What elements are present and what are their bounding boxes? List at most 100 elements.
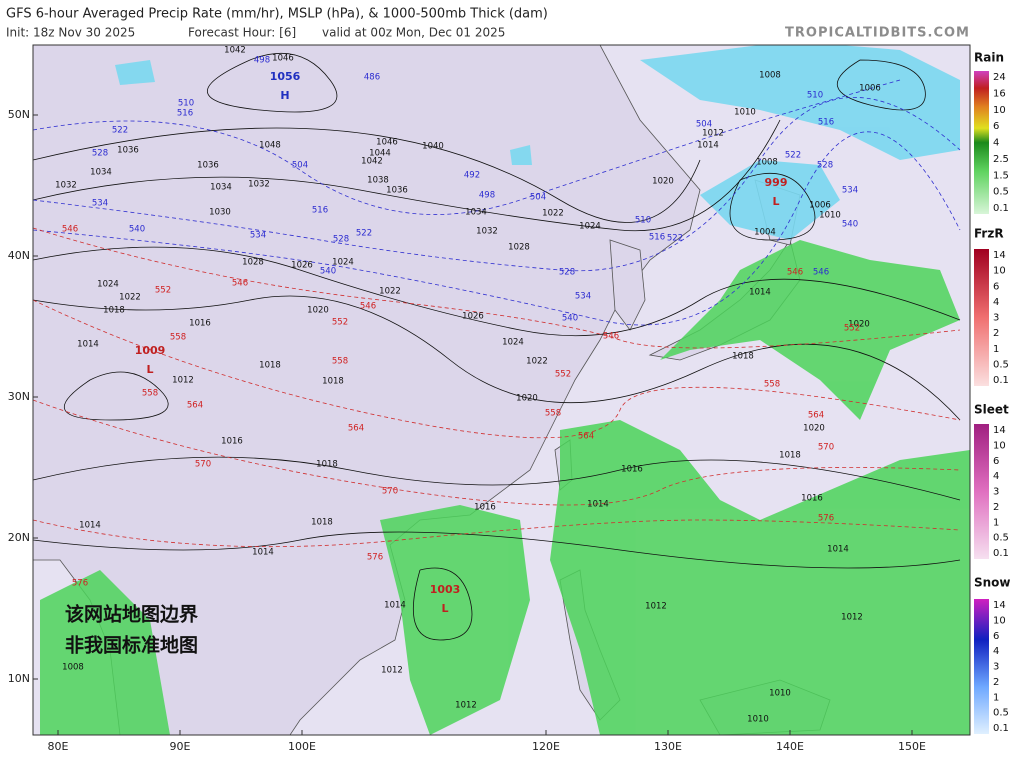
legend-label: 14 xyxy=(993,250,1006,261)
isobar-label: 1008 xyxy=(756,158,778,168)
init-time: Init: 18z Nov 30 2025 xyxy=(6,26,135,40)
isobar-label: 1012 xyxy=(455,701,477,711)
contours xyxy=(32,53,961,641)
isobar-label: 1018 xyxy=(259,361,281,371)
isobar-label: 1034 xyxy=(210,183,232,193)
legend-label: 6 xyxy=(993,456,999,467)
legend-label: 0.1 xyxy=(993,723,1009,734)
legend-label: 4 xyxy=(993,646,999,657)
isobar-label: 1022 xyxy=(542,209,564,219)
legend-label: 10 xyxy=(993,105,1006,116)
thickness-label: 570 xyxy=(195,460,211,470)
isobar-label: 1030 xyxy=(209,208,231,218)
pressure-value: 1056 xyxy=(270,70,301,83)
map-frame xyxy=(32,44,971,736)
isobar-label: 1024 xyxy=(579,222,601,232)
thickness-label: 516 xyxy=(312,206,328,216)
isobar-label: 1020 xyxy=(307,306,329,316)
thickness-label: 552 xyxy=(555,370,571,380)
isobar-label: 1042 xyxy=(361,157,383,167)
isobar-label: 1014 xyxy=(827,545,849,555)
longitude-label: 130E xyxy=(654,740,682,753)
thickness-label: 552 xyxy=(155,286,171,296)
isobar-label: 1028 xyxy=(242,258,264,268)
legend-label: 1 xyxy=(993,692,999,703)
isobar-label: 1014 xyxy=(697,141,719,151)
isobar-label: 1012 xyxy=(381,666,403,676)
thickness-label: 564 xyxy=(348,424,364,434)
isobar-label: 1004 xyxy=(754,228,776,238)
legend-label: 3 xyxy=(993,487,999,498)
thickness-label: 534 xyxy=(250,231,266,241)
isobar-label: 1016 xyxy=(221,437,243,447)
thickness-label: 504 xyxy=(696,120,712,130)
isobar-label: 1012 xyxy=(702,129,724,139)
isobar-label: 1018 xyxy=(732,352,754,362)
isobar-label: 1048 xyxy=(259,141,281,151)
isobar-label: 1024 xyxy=(97,280,119,290)
isobar-label: 1020 xyxy=(803,424,825,434)
legend-label: 2.5 xyxy=(993,154,1009,165)
latitude-label: 50N xyxy=(8,108,30,121)
longitude-label: 120E xyxy=(532,740,560,753)
map-title: GFS 6-hour Averaged Precip Rate (mm/hr),… xyxy=(6,7,548,22)
legend-label: 24 xyxy=(993,72,1006,83)
thickness-label: 504 xyxy=(530,193,546,203)
thickness-label: 528 xyxy=(559,268,575,278)
isobar-label: 1006 xyxy=(809,201,831,211)
legend-label: 3 xyxy=(993,662,999,673)
thickness-label: 492 xyxy=(464,171,480,181)
thickness-label: 522 xyxy=(356,229,372,239)
thickness-label: 558 xyxy=(170,333,186,343)
thickness-label: 510 xyxy=(635,216,651,226)
thickness-label: 522 xyxy=(667,234,683,244)
legend-label: 6 xyxy=(993,631,999,642)
legend-label: 0.1 xyxy=(993,203,1009,214)
thickness-label: 528 xyxy=(92,149,108,159)
thickness-label: 570 xyxy=(382,487,398,497)
legend-label: 1.5 xyxy=(993,170,1009,181)
thickness-label: 516 xyxy=(818,118,834,128)
thickness-label: 540 xyxy=(320,267,336,277)
thickness-label: 510 xyxy=(178,99,194,109)
isobar-label: 1026 xyxy=(291,261,313,271)
legend-label: 6 xyxy=(993,121,999,132)
latitude-label: 40N xyxy=(8,249,30,262)
isobar-label: 1012 xyxy=(645,602,667,612)
isobar-label: 1034 xyxy=(465,208,487,218)
legend-bar xyxy=(974,71,989,214)
legend-label: 16 xyxy=(993,88,1006,99)
isobar-label: 1032 xyxy=(55,181,77,191)
thickness-label: 510 xyxy=(807,91,823,101)
pressure-symbol: H xyxy=(280,89,289,102)
latitude-label: 10N xyxy=(8,672,30,685)
thickness-label: 564 xyxy=(578,432,594,442)
isobar-label: 1046 xyxy=(272,54,294,64)
forecast-hour: Forecast Hour: [6] xyxy=(188,26,296,40)
precipitation xyxy=(40,240,970,735)
watermark: 该网站地图边界 xyxy=(65,603,198,626)
pressure-value: 1003 xyxy=(430,583,461,596)
isobar-label: 1012 xyxy=(172,376,194,386)
isobar-label: 1044 xyxy=(369,149,391,159)
thickness-label: 558 xyxy=(142,389,158,399)
isobar-label: 1016 xyxy=(801,494,823,504)
legend-label: 10 xyxy=(993,440,1006,451)
legend-label: 1 xyxy=(993,517,999,528)
thickness-label: 504 xyxy=(292,161,308,171)
legend-label: 6 xyxy=(993,281,999,292)
thickness-label: 564 xyxy=(808,411,824,421)
legend-label: 0.1 xyxy=(993,375,1009,386)
isobar-label: 1014 xyxy=(79,521,101,531)
isobar-label: 1036 xyxy=(117,146,139,156)
legend-label: 2 xyxy=(993,328,999,339)
isobar-label: 1020 xyxy=(652,177,674,187)
thickness-label: 558 xyxy=(332,357,348,367)
legend-label: 2 xyxy=(993,502,999,513)
isobar-label: 1006 xyxy=(859,84,881,94)
thickness-label: 528 xyxy=(817,161,833,171)
isobar-label: 1018 xyxy=(103,306,125,316)
legend-label: 0.5 xyxy=(993,533,1009,544)
isobar-label: 1014 xyxy=(252,548,274,558)
thickness-label: 540 xyxy=(842,220,858,230)
